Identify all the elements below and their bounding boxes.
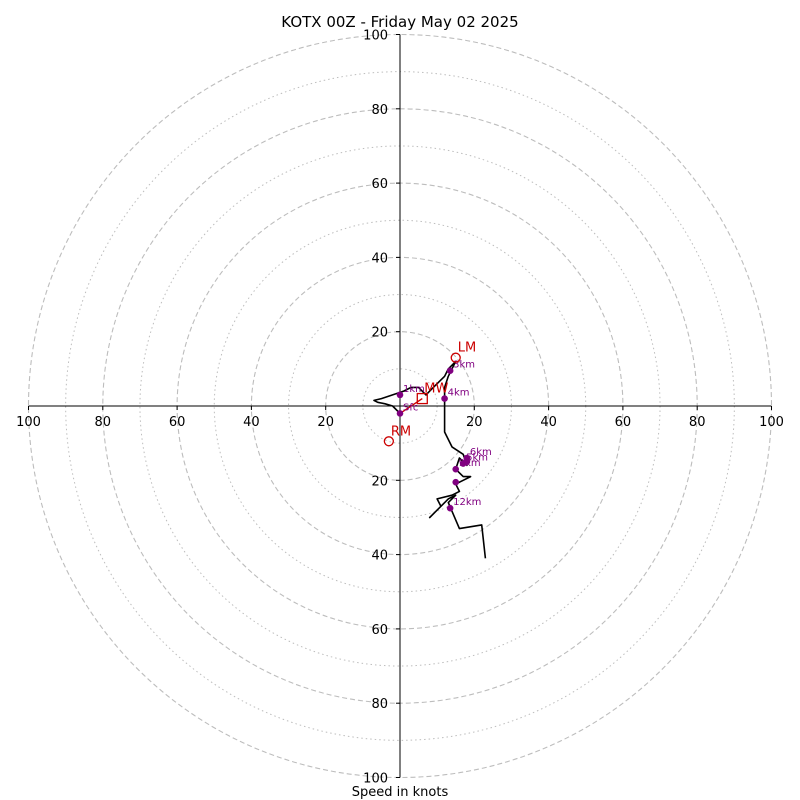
x-tick-label: 80 [95, 415, 112, 430]
height-marker-dot [459, 460, 467, 467]
storm-motion-label: RM [391, 424, 411, 439]
x-tick-label: 100 [759, 415, 784, 430]
x-tick-label: 40 [540, 415, 557, 430]
height-marker-label: 9km [459, 458, 481, 469]
mean-wind-square [416, 392, 428, 405]
height-marker-label: 1km [403, 384, 425, 395]
height-marker-label: 4km [448, 388, 470, 399]
x-tick-label: 20 [466, 415, 483, 430]
height-marker-label: 5km [466, 453, 488, 464]
height-marker-dot [446, 367, 454, 375]
y-tick-label: 60 [371, 177, 388, 192]
height-marker-label: 6km [470, 447, 492, 458]
chart-title: KOTX 00Z - Friday May 02 2025 [281, 13, 518, 31]
axis-ticks: 20 20 20 20 40 40 40 40 60 60 60 60 80 80 80 80 100 100 10… [16, 29, 784, 787]
y-tick-label: 100 [363, 772, 388, 787]
y-tick-label: 80 [371, 103, 388, 118]
y-tick-label: 20 [371, 474, 388, 489]
y-tick-label: 40 [371, 549, 388, 564]
y-tick-label: 60 [371, 623, 388, 638]
x-tick-label: 80 [689, 415, 706, 430]
x-tick-label: 60 [169, 415, 186, 430]
height-marker-label: 12km [453, 497, 481, 508]
storm-motion-circle [450, 352, 461, 363]
y-tick-label: 100 [363, 29, 388, 44]
height-marker-dot [446, 504, 454, 512]
height-marker-label: 3km [453, 360, 475, 371]
storm-motion-label: MW [424, 382, 448, 397]
wind-trace [373, 360, 487, 559]
axes [28, 34, 772, 778]
height-marker-dot [396, 410, 404, 417]
y-tick-label: 40 [371, 251, 388, 266]
height-marker-dot [441, 395, 448, 402]
hodograph-trace [373, 360, 487, 559]
x-axis-label: Speed in knots [352, 785, 449, 800]
storm-motion-markers: LM RM MW [383, 341, 476, 447]
storm-motion-label: LM [458, 341, 476, 356]
height-marker-label: Sfc [403, 402, 418, 413]
shear-vector [399, 397, 423, 415]
y-tick-label: 80 [371, 697, 388, 712]
x-tick-label: 100 [16, 415, 41, 430]
height-marker-dot [396, 391, 404, 399]
height-marker-dot [452, 465, 460, 473]
x-tick-label: 60 [615, 415, 632, 430]
x-tick-label: 20 [317, 415, 334, 430]
storm-motion-circle [383, 436, 395, 447]
height-marker-dot [452, 478, 460, 486]
y-tick-label: 20 [371, 326, 388, 341]
x-tick-label: 40 [243, 415, 260, 430]
